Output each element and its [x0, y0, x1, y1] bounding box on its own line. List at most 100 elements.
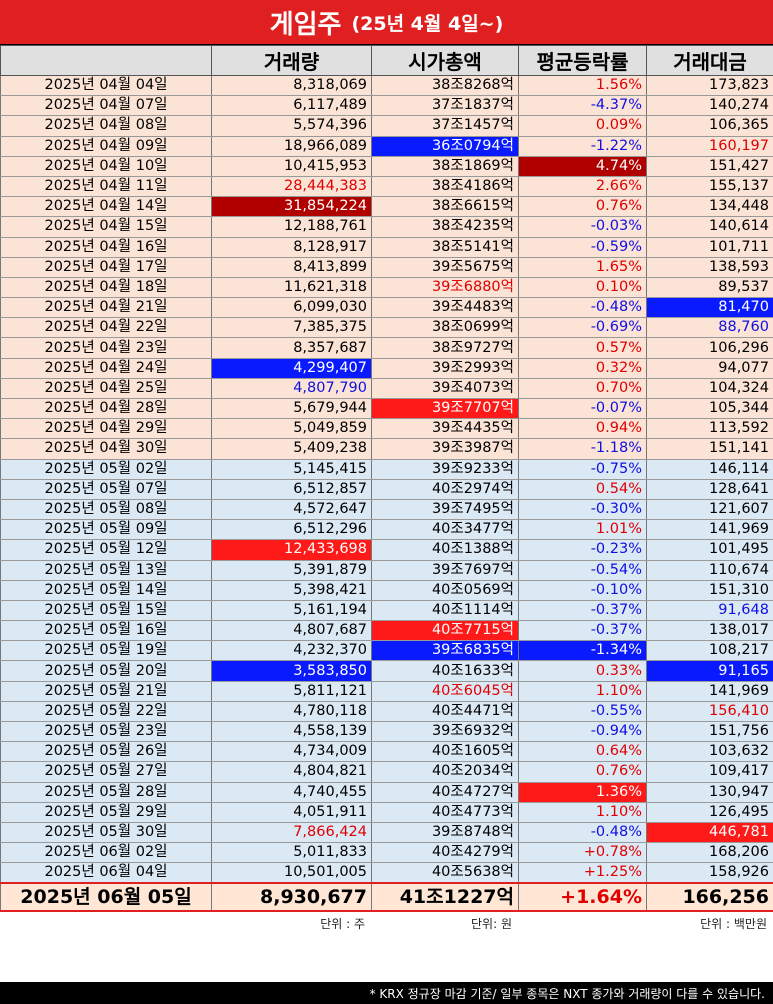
row-trade-amount: 89,537 [646, 277, 773, 299]
row-trade-amount: 151,427 [646, 156, 773, 177]
row-avg-change: 0.64% [518, 741, 647, 763]
row-volume: 31,854,224 [211, 196, 372, 218]
row-volume: 5,409,238 [211, 438, 372, 460]
row-avg-change: -0.37% [518, 600, 647, 622]
row-market-cap: 39조4435억 [371, 418, 519, 440]
row-market-cap: 39조7697억 [371, 560, 519, 581]
row-avg-change: 4.74% [518, 156, 647, 177]
header-avg-change: 평균등락률 [518, 45, 647, 76]
row-trade-amount: 151,756 [646, 721, 773, 743]
row-date: 2025년 05월 22일 [0, 701, 212, 723]
row-market-cap: 40조7715억 [371, 620, 519, 642]
row-market-cap: 40조0569억 [371, 580, 519, 601]
row-avg-change: 0.54% [518, 479, 647, 500]
row-volume: 6,099,030 [211, 297, 372, 319]
row-market-cap: 38조6615억 [371, 196, 519, 218]
table-row: 2025년 05월 27일 4,804,821 40조2034억 0.76% 109,4… [0, 761, 773, 783]
row-date: 2025년 04월 04일 [0, 75, 212, 97]
row-market-cap: 40조4773억 [371, 802, 519, 823]
row-avg-change: +0.78% [518, 842, 647, 864]
row-date: 2025년 04월 09일 [0, 136, 212, 157]
total-trade-amount: 166,256 [646, 882, 773, 913]
row-trade-amount: 109,417 [646, 761, 773, 783]
title-sub: (25년 4월 4일~) [351, 12, 504, 35]
row-date: 2025년 04월 16일 [0, 237, 212, 258]
row-date: 2025년 05월 13일 [0, 560, 212, 581]
row-trade-amount: 91,165 [646, 660, 773, 682]
table-row: 2025년 04월 09일 18,966,089 36조0794억 -1.22% 160… [0, 136, 773, 157]
table-row: 2025년 05월 13일 5,391,879 39조7697억 -0.54% 110,… [0, 560, 773, 581]
row-market-cap: 39조7495억 [371, 499, 519, 521]
row-market-cap: 40조2034억 [371, 761, 519, 783]
row-market-cap: 39조7707억 [371, 398, 519, 420]
row-trade-amount: 88,760 [646, 317, 773, 339]
table-row: 2025년 05월 28일 4,740,455 40조4727억 1.36% 130,9… [0, 782, 773, 803]
row-market-cap: 40조4727억 [371, 782, 519, 803]
row-date: 2025년 05월 19일 [0, 640, 212, 662]
row-volume: 5,011,833 [211, 842, 372, 864]
row-volume: 7,385,375 [211, 317, 372, 339]
row-market-cap: 40조1633억 [371, 660, 519, 682]
row-volume: 5,574,396 [211, 115, 372, 137]
row-market-cap: 39조6932억 [371, 721, 519, 743]
table-row: 2025년 05월 14일 5,398,421 40조0569억 -0.10% 151,… [0, 580, 773, 601]
row-market-cap: 36조0794억 [371, 136, 519, 157]
row-market-cap: 39조9233억 [371, 459, 519, 480]
row-volume: 5,391,879 [211, 560, 372, 581]
row-volume: 3,583,850 [211, 660, 372, 682]
row-trade-amount: 104,324 [646, 378, 773, 400]
row-volume: 6,512,857 [211, 479, 372, 500]
row-date: 2025년 05월 20일 [0, 660, 212, 682]
row-volume: 4,232,370 [211, 640, 372, 662]
row-volume: 4,804,821 [211, 761, 372, 783]
row-trade-amount: 138,017 [646, 620, 773, 642]
row-market-cap: 39조4483억 [371, 297, 519, 319]
row-avg-change: 1.56% [518, 75, 647, 97]
row-avg-change: 1.65% [518, 257, 647, 278]
row-date: 2025년 05월 09일 [0, 519, 212, 541]
row-avg-change: -1.22% [518, 136, 647, 157]
table-row: 2025년 05월 23일 4,558,139 39조6932억 -0.94% 151,… [0, 721, 773, 743]
row-volume: 18,966,089 [211, 136, 372, 157]
row-trade-amount: 138,593 [646, 257, 773, 278]
row-volume: 11,621,318 [211, 277, 372, 299]
row-date: 2025년 05월 30일 [0, 822, 212, 844]
row-date: 2025년 04월 23일 [0, 337, 212, 359]
row-trade-amount: 106,296 [646, 337, 773, 359]
table-row: 2025년 04월 25일 4,807,790 39조4073억 0.70% 104,3… [0, 378, 773, 400]
row-avg-change: 0.32% [518, 358, 647, 379]
row-trade-amount: 110,674 [646, 560, 773, 581]
table-row: 2025년 04월 08일 5,574,396 37조1457억 0.09% 106,3… [0, 115, 773, 137]
row-trade-amount: 446,781 [646, 822, 773, 844]
row-volume: 8,357,687 [211, 337, 372, 359]
row-market-cap: 40조4279억 [371, 842, 519, 864]
header-row: 거래량 시가총액 평균등락률 거래대금 [0, 45, 773, 76]
row-trade-amount: 160,197 [646, 136, 773, 157]
row-date: 2025년 04월 25일 [0, 378, 212, 400]
row-trade-amount: 168,206 [646, 842, 773, 864]
table-row: 2025년 04월 07일 6,117,489 37조1837억 -4.37% 140,… [0, 95, 773, 117]
row-date: 2025년 04월 07일 [0, 95, 212, 117]
row-avg-change: 0.76% [518, 196, 647, 218]
row-volume: 8,413,899 [211, 257, 372, 278]
table-row: 2025년 05월 02일 5,145,415 39조9233억 -0.75% 146,… [0, 459, 773, 480]
row-volume: 4,807,687 [211, 620, 372, 642]
row-avg-change: -0.23% [518, 539, 647, 561]
row-market-cap: 38조8268억 [371, 75, 519, 97]
row-avg-change: -1.34% [518, 640, 647, 662]
table-row: 2025년 04월 28일 5,679,944 39조7707억 -0.07% 105,… [0, 398, 773, 420]
row-avg-change: 0.09% [518, 115, 647, 137]
row-trade-amount: 108,217 [646, 640, 773, 662]
row-trade-amount: 146,114 [646, 459, 773, 480]
row-date: 2025년 05월 07일 [0, 479, 212, 500]
row-market-cap: 38조9727억 [371, 337, 519, 359]
table-row: 2025년 04월 16일 8,128,917 38조5141억 -0.59% 101,… [0, 237, 773, 258]
row-date: 2025년 04월 08일 [0, 115, 212, 137]
footer-note: * KRX 정규장 마감 기준/ 일부 종목은 NXT 종가와 거래량이 다를 … [0, 982, 773, 1004]
table-row: 2025년 05월 08일 4,572,647 39조7495억 -0.30% 121,… [0, 499, 773, 521]
row-trade-amount: 140,614 [646, 216, 773, 238]
row-volume: 5,811,121 [211, 681, 372, 702]
table-row: 2025년 04월 04일 8,318,069 38조8268억 1.56% 173,8… [0, 75, 773, 97]
stock-table: 거래량 시가총액 평균등락률 거래대금 2025년 04월 04일 8,318,0… [0, 45, 773, 913]
row-date: 2025년 05월 27일 [0, 761, 212, 783]
